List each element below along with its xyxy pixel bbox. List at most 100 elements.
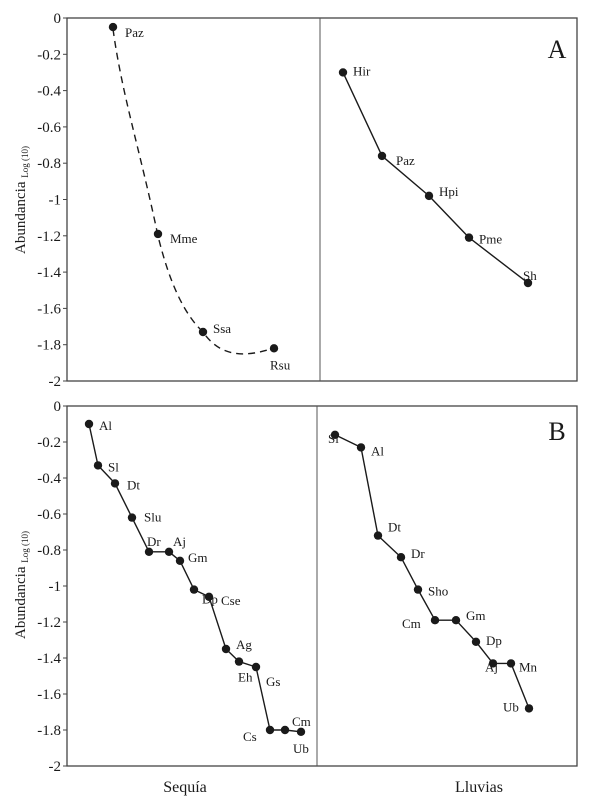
panel-b-lluvias-point-label: Gm [466,608,486,623]
panel-b-sequia-point [127,513,137,522]
panel-a-y-tick-label: -1.2 [37,229,61,245]
panel-a-frame [66,17,578,382]
panel-b-sequia-point [204,592,214,601]
panel-b-lluvias-point [430,616,440,625]
panel-a-y-tick-label: -2 [49,374,62,390]
panel-b-lluvias-point [413,585,423,594]
panel-b-lluvias-point-label: Mn [519,659,538,674]
panel-b-sequia-point [296,727,306,736]
panel-b-sequia-point-label: Cse [221,593,241,608]
panel-b-sequia-point [265,725,275,735]
panel-b-lluvias-point [356,443,366,452]
panel-b-lluvias-point [330,430,340,439]
panel-a-lluvias-point-label: Hpi [439,184,459,199]
panel-a-lluvias-point-label: Pme [479,232,502,247]
panel-b-sequia-point [164,547,174,556]
panel-b-lluvias-point-label: Aj [485,659,498,674]
panel-a-sequia-point-label: Paz [125,25,144,40]
x-category-lluvias: Lluvias [455,779,503,796]
panel-a-y-tick-label: -0.6 [37,120,61,136]
panel-b-y-tick-label: -0.8 [37,543,61,559]
panel-b-sequia-point [280,725,290,735]
panel-b-sequia-point [234,657,244,666]
panel-a-sequia-point-label: Mme [170,231,198,246]
panel-b-sequia-point-label: Eh [238,670,253,685]
panel-b-y-tick-label: -0.2 [37,435,61,451]
panel-a-y-axis-label: Abundancia Log (10) [13,146,30,254]
panel-b-y-tick-label: -1.2 [37,615,61,631]
panel-b-y-tick-label: -0.4 [37,471,61,487]
panel-b-lluvias-point [373,531,383,540]
panel-a-lluvias-point [523,278,533,288]
panel-a-letter: A [548,35,567,64]
panel-b-frame [66,405,578,767]
panel-b-sequia-point-label: Dr [147,534,161,549]
panel-a-lluvias-point [464,233,474,242]
panel-a-y-tick-label: -0.2 [37,47,61,63]
panel-b-lluvias-point-label: Sho [428,584,448,599]
panel-a-lluvias-point [377,151,387,161]
panel-a-sequia-point [269,344,279,353]
panel-b-y-tick-label: -1.8 [37,723,61,739]
panel-b-lluvias-point [488,659,498,668]
panel-b-sequia-point [251,662,261,672]
panel-b-lluvias-point [471,637,481,646]
panel-a-y-tick-label: -1 [49,193,62,209]
panel-a-lluvias-point-label: Sh [523,268,537,283]
panel-b-lluvias-point [524,704,534,713]
panel-b-letter: B [548,417,565,446]
panel-a-y-tick-label: -1.8 [37,338,61,354]
panel-a-sequia-point-label: Rsu [270,357,291,372]
panel-b-lluvias-point-label: Dt [388,520,401,535]
panel-b-sequia-point-label: Gm [188,550,208,565]
panel-b-sequia-point-label: Cs [243,729,257,744]
panel-b-sequia-point-label: Ub [293,741,309,756]
panel-b-lluvias-line [334,434,530,709]
panel-b-sequia-point-label: Aj [173,534,186,549]
panel-b-sequia-point-label: Slu [144,510,162,525]
panel-b-y-tick-label: -0.6 [37,507,61,523]
x-category-sequia: Sequía [163,779,207,796]
panel-a-lluvias-line [342,72,529,284]
panel-b-sequia-point [221,644,231,654]
panel-b-y-axis-label: Abundancia Log (10) [13,531,30,639]
panel-a-sequia-point [153,229,163,239]
panel-b-sequia-point-label: Dt [127,477,140,492]
panel-b-sequia-point [189,585,199,594]
panel-b-lluvias-point [396,553,406,562]
panel-a-lluvias-point-label: Paz [396,153,415,168]
panel-b-y-tick-label: 0 [54,399,62,415]
panel-a-sequia-point [108,22,118,32]
panel-b-y-tick-label: -2 [49,759,62,775]
panel-b-sequia-point [175,556,185,565]
panel-a-y-tick-label: -1.4 [37,265,61,281]
panel-b-sequia-point-label: Al [99,418,112,433]
panel-a-lluvias-point [424,191,434,201]
panel-b-y-tick-label: -1 [49,579,62,595]
panel-b-lluvias-point-label: Sl [328,431,339,446]
panel-a-y-tick-label: -0.8 [37,156,61,172]
panel-b-sequia-point [110,479,120,488]
panel-b-lluvias-point [451,616,461,625]
panel-a-sequia-line [112,28,275,355]
panel-a-y-axis-label-subscript: Log (10) [20,146,30,178]
panel-b-y-tick-label: -1.6 [37,687,61,703]
panel-b-y-axis-label-subscript: Log (10) [20,531,30,563]
panel-a-sequia-point [198,327,208,337]
panel-b-y-tick-label: -1.4 [37,651,61,667]
panel-b-sequia-point-label: Gs [266,674,280,689]
panel-a-sequia-point-label: Ssa [213,321,231,336]
panel-a-lluvias-point-label: Hir [353,63,371,78]
panel-a-y-tick-label: 0 [54,11,62,27]
panel-b-sequia-point [144,547,154,556]
panel-b-lluvias-point-label: Al [371,443,384,458]
panel-a-y-tick-label: -0.4 [37,84,61,100]
panel-b-sequia-point-label: Sl [108,459,119,474]
panel-b-sequia-point [93,461,103,470]
panel-b-lluvias-point-label: Dr [411,546,425,561]
panel-b-sequia-point-label: Ag [236,637,252,652]
panel-b-sequia-point [84,419,94,429]
panel-b-lluvias-point-label: Cm [402,616,421,631]
panel-a-y-tick-label: -1.6 [37,301,61,317]
